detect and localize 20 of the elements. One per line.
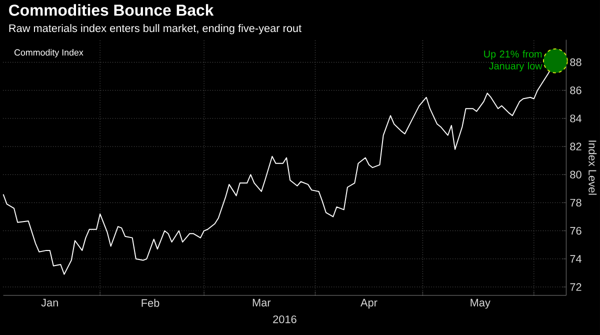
x-axis-title: 2016 — [273, 315, 296, 324]
y-tick-label: 80 — [570, 170, 582, 178]
x-tick-label: Jan — [41, 298, 58, 306]
y-tick-label: 88 — [570, 58, 582, 66]
text: Commodity Index — [14, 48, 84, 58]
y-tick-label: 84 — [570, 114, 582, 122]
y-tick-label: 72 — [570, 283, 582, 291]
y-axis-title: Index Level — [588, 140, 597, 195]
x-tick-label: Feb — [142, 298, 160, 307]
x-tick-label: Mar — [252, 298, 271, 306]
y-tick-label: 82 — [570, 142, 582, 150]
chart-subtitle: Raw materials index enters bull market, ending five-year rout — [9, 24, 302, 34]
y-tick-label: 78 — [570, 198, 582, 206]
y-tick-label: 86 — [570, 86, 582, 94]
y-tick-label: 76 — [570, 226, 582, 235]
annotation: Up 21% from January low — [484, 50, 542, 72]
chart-title: Commodities Bounce Back — [9, 4, 214, 16]
x-tick-label: Apr — [360, 298, 378, 309]
x-tick-label: May — [470, 298, 490, 309]
y-tick-label: 74 — [570, 255, 582, 263]
